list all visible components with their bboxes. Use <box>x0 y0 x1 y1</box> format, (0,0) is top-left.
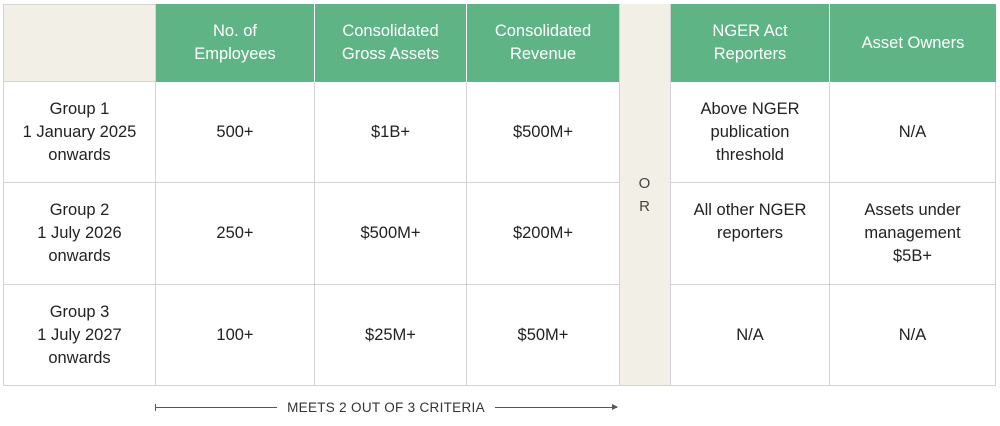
or-letter-o: O <box>638 174 652 192</box>
header-employees: No. of Employees <box>156 4 315 82</box>
row2-group-cell: Group 2 1 July 2026 onwards <box>3 183 156 285</box>
row1-gross-assets-cell: $1B+ <box>315 82 467 183</box>
header-asset-owners: Asset Owners <box>830 4 996 82</box>
row1-asset-owners-cell: N/A <box>830 82 996 183</box>
row1-group-cell: Group 1 1 January 2025 onwards <box>3 82 156 183</box>
header-corner-cell <box>3 4 156 82</box>
row1-nger-cell: Above NGER publication threshold <box>671 82 830 183</box>
criteria-table: No. of Employees Consolidated Gross Asse… <box>3 4 996 386</box>
row3-employees-cell: 100+ <box>156 285 315 386</box>
header-nger-reporters: NGER Act Reporters <box>671 4 830 82</box>
row3-nger-cell: N/A <box>671 285 830 386</box>
criteria-range-indicator: MEETS 2 OUT OF 3 CRITERIA <box>155 397 619 417</box>
table-right-border <box>995 82 996 386</box>
header-revenue: Consolidated Revenue <box>467 4 619 82</box>
row2-nger-cell: All other NGER reporters <box>671 183 830 285</box>
row3-group-cell: Group 3 1 July 2027 onwards <box>3 285 156 386</box>
row2-revenue-cell: $200M+ <box>467 183 619 285</box>
range-arrow-right <box>494 403 619 410</box>
range-line-left <box>155 403 278 411</box>
row1-employees-cell: 500+ <box>156 82 315 183</box>
row2-asset-owners-cell: Assets under management $5B+ <box>830 183 996 285</box>
row2-employees-cell: 250+ <box>156 183 315 285</box>
or-label: O R <box>639 172 652 218</box>
row3-gross-assets-cell: $25M+ <box>315 285 467 386</box>
row3-asset-owners-cell: N/A <box>830 285 996 386</box>
header-gross-assets: Consolidated Gross Assets <box>315 4 467 82</box>
or-letter-r: R <box>639 197 651 215</box>
criteria-label: MEETS 2 OUT OF 3 CRITERIA <box>287 399 485 415</box>
row3-revenue-cell: $50M+ <box>467 285 619 386</box>
row2-gross-assets-cell: $500M+ <box>315 183 467 285</box>
or-divider-column: O R <box>619 4 671 386</box>
row1-revenue-cell: $500M+ <box>467 82 619 183</box>
